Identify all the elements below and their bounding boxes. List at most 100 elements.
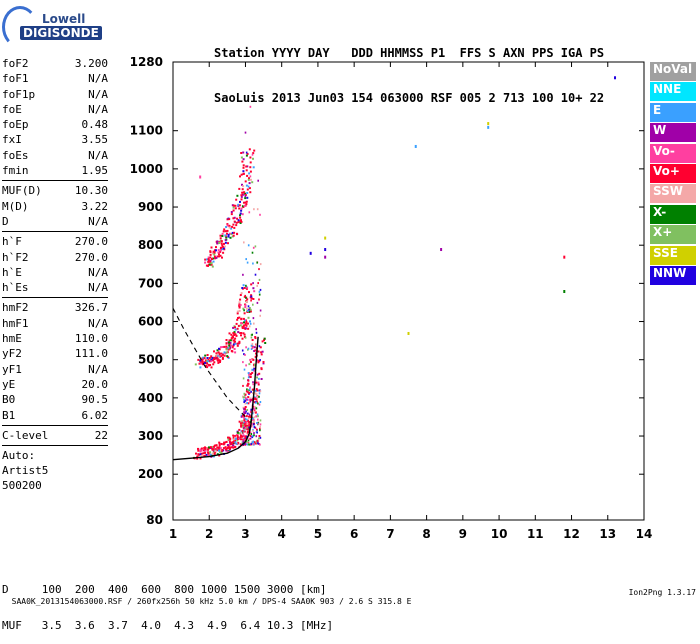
- echo-point: [222, 443, 225, 446]
- echo-point: [209, 256, 212, 259]
- echo-point: [242, 317, 245, 320]
- echo-point: [249, 178, 252, 181]
- echo-point: [236, 431, 239, 434]
- echo-point: [225, 226, 228, 228]
- echo-point: [199, 457, 202, 460]
- echo-point: [222, 230, 225, 233]
- param-row: fmin 1.95: [2, 163, 108, 178]
- echo-point: [245, 287, 248, 290]
- param-name: M(D): [2, 199, 29, 213]
- echo-point: [249, 310, 252, 313]
- echo-point: [199, 359, 202, 362]
- echo-point: [205, 448, 208, 451]
- echo-point: [252, 262, 254, 265]
- echo-point: [252, 429, 254, 432]
- echo-point: [245, 154, 248, 157]
- param-name: foF1p: [2, 87, 36, 101]
- echo-point: [238, 428, 241, 431]
- echo-point: [232, 326, 235, 329]
- echo-point: [213, 249, 216, 252]
- echo-point: [241, 191, 244, 194]
- echo-point: [253, 208, 255, 211]
- echo-point: [227, 235, 230, 238]
- echo-point: [253, 408, 256, 411]
- echo-point: [254, 355, 257, 358]
- echo-point: [240, 334, 242, 337]
- echo-point: [251, 423, 253, 426]
- echo-point: [248, 307, 251, 309]
- echo-point: [244, 304, 247, 307]
- echo-point: [214, 451, 217, 454]
- echo-point: [225, 339, 228, 341]
- echo-point: [257, 350, 260, 353]
- echo-point: [225, 448, 228, 450]
- echo-point: [258, 290, 261, 293]
- echo-point: [244, 294, 246, 297]
- echo-point: [221, 346, 224, 348]
- echo-point: [229, 341, 232, 344]
- echo-point: [229, 346, 232, 349]
- echo-point: [197, 358, 200, 361]
- echo-point: [218, 242, 221, 244]
- echo-point: [238, 340, 241, 343]
- y-tick-label: 800: [138, 238, 163, 252]
- echo-point: [239, 200, 241, 203]
- echo-point: [217, 351, 220, 354]
- echo-point: [253, 426, 256, 429]
- echo-point: [242, 158, 245, 161]
- echo-point: [254, 273, 257, 276]
- echo-point: [222, 447, 225, 450]
- echo-point: [242, 151, 245, 154]
- echo-point: [248, 182, 251, 185]
- echo-point: [245, 421, 247, 424]
- echo-point: [249, 322, 252, 325]
- echo-point: [255, 352, 257, 355]
- echo-point: [210, 263, 213, 266]
- echo-point: [243, 309, 245, 312]
- echo-point: [246, 440, 248, 443]
- echo-point: [218, 446, 221, 449]
- echo-point: [241, 160, 244, 163]
- echo-point: [255, 343, 258, 346]
- echo-point: [256, 284, 258, 287]
- echo-point: [257, 442, 259, 445]
- echo-point: [251, 153, 254, 156]
- echo-point: [259, 314, 261, 317]
- echo-point: [230, 344, 232, 347]
- echo-point: [209, 253, 212, 256]
- echo-point: [201, 362, 204, 365]
- echo-point: [213, 255, 216, 258]
- echo-point: [250, 283, 253, 286]
- echo-point: [239, 220, 242, 223]
- echo-point: [244, 201, 247, 204]
- echo-point: [236, 232, 238, 235]
- echo-point: [219, 346, 222, 349]
- param-value: 111.0: [74, 347, 108, 361]
- echo-point: [244, 406, 247, 408]
- echo-point: [230, 441, 233, 444]
- param-value: 22: [94, 428, 108, 442]
- param-name: fmin: [2, 164, 29, 178]
- echo-point: [232, 217, 235, 220]
- echo-point: [204, 354, 207, 357]
- sporadic-echo: [407, 331, 410, 335]
- echo-point: [230, 213, 233, 216]
- echo-point: [250, 295, 253, 298]
- echo-point: [255, 381, 258, 384]
- param-value: N/A: [88, 148, 108, 162]
- echo-point: [212, 451, 215, 454]
- echo-point: [243, 416, 245, 419]
- echo-point: [221, 353, 224, 356]
- echo-point: [217, 446, 220, 449]
- sporadic-echo: [309, 251, 312, 255]
- echo-point: [217, 354, 220, 357]
- echo-point: [258, 377, 260, 380]
- echo-point: [227, 341, 230, 344]
- param-name: h`E: [2, 265, 22, 279]
- echo-point: [257, 381, 260, 384]
- echo-point: [249, 170, 252, 173]
- param-name: foEp: [2, 118, 29, 132]
- echo-point: [244, 396, 246, 399]
- echo-point: [250, 299, 252, 302]
- echo-point: [254, 426, 257, 429]
